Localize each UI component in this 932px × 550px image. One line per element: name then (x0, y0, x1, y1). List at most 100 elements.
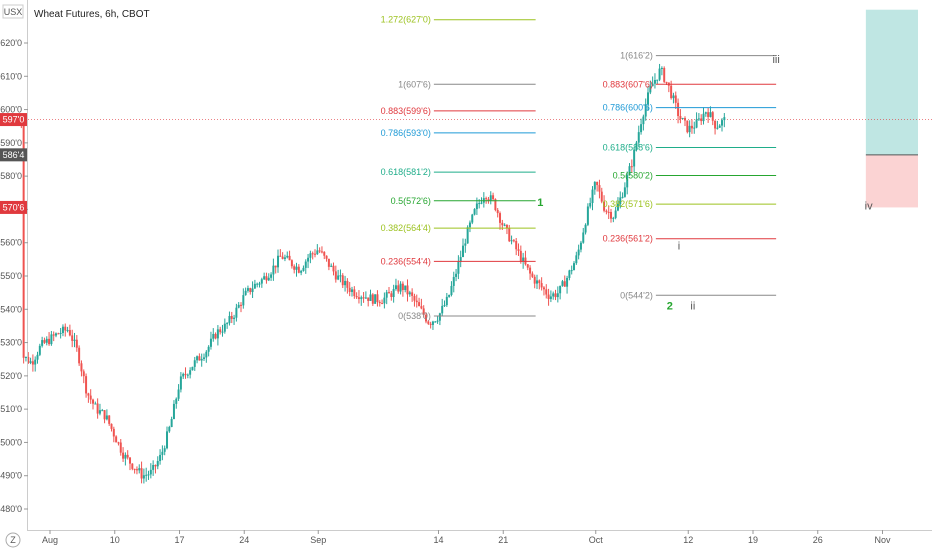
candle (438, 312, 441, 326)
candle (316, 244, 319, 255)
candle (221, 324, 224, 337)
candle-body (281, 256, 284, 259)
price-tags: 597'0 586'4 570'6 (0, 113, 27, 214)
candle-body (522, 257, 525, 262)
candle (658, 63, 661, 82)
candle-body (473, 209, 476, 215)
candle-body (142, 475, 145, 479)
candle (57, 332, 60, 335)
candle-body (711, 112, 714, 121)
y-tick-label: 510'0 (0, 404, 22, 414)
candle-body (556, 293, 559, 298)
candle-body (670, 85, 673, 99)
candle-body (68, 330, 71, 336)
candle-body (702, 113, 705, 122)
candle (314, 249, 317, 258)
y-tick-label: 590'0 (0, 138, 22, 148)
candle-body (429, 323, 432, 325)
candle (503, 223, 506, 227)
scale-button-circle[interactable] (5, 532, 21, 548)
candle (147, 470, 150, 480)
candle (200, 353, 203, 367)
candle-body (101, 410, 104, 412)
position-loss-zone[interactable] (865, 154, 918, 208)
candle (277, 249, 280, 273)
candle (397, 280, 400, 294)
candle (293, 264, 296, 274)
candle-body (177, 389, 180, 399)
candle-body (274, 265, 277, 268)
candle-body (547, 294, 550, 299)
x-tick-label: 10 (110, 535, 120, 545)
candle (517, 243, 520, 256)
candle (244, 287, 247, 296)
candle-body (570, 270, 573, 272)
fib-set-2[interactable]: 1(616'2) 0.883(607'6) 0.786(600'6) 0.618(58… (603, 51, 777, 301)
position-profit-zone[interactable] (865, 9, 918, 155)
fibonacci-levels[interactable]: 1.272(627'0) 1(607'6) 0.883(599'6) 0.786(59… (381, 15, 777, 321)
candle (531, 271, 534, 278)
symbol-title: Wheat Futures, 6h, CBOT (34, 9, 150, 20)
wave-label: i (678, 240, 680, 252)
candle (68, 324, 71, 337)
candle-body (323, 251, 326, 256)
y-tick-label: 530'0 (0, 338, 22, 348)
candle-body (394, 285, 397, 290)
candle (640, 118, 643, 135)
fib-set-1[interactable]: 1.272(627'0) 1(607'6) 0.883(599'6) 0.786(59… (381, 15, 536, 321)
candle (434, 320, 437, 323)
candle-body (647, 92, 650, 105)
candle-body (376, 294, 379, 303)
candle (209, 331, 212, 350)
candle (628, 163, 631, 176)
fib-level-label: 0.786(600'6) (603, 103, 653, 113)
scale-button-label[interactable]: Z (10, 535, 16, 545)
scale-button[interactable]: Z (5, 532, 21, 548)
candle (353, 286, 356, 299)
candle (337, 269, 340, 281)
candle-body (450, 285, 453, 295)
candle (50, 330, 53, 346)
candle (48, 332, 51, 346)
candle (219, 326, 222, 335)
candle-body (390, 293, 393, 298)
candle-body (665, 81, 668, 83)
candle (598, 179, 601, 199)
candle (586, 203, 589, 227)
candle (112, 426, 115, 443)
candle (457, 255, 460, 280)
y-axis[interactable]: 480'0 490'0 500'0 510'0 520'0 530'0 540'0 550'0… (0, 38, 28, 514)
candle (570, 265, 573, 275)
candle-body (503, 224, 506, 226)
candle (325, 255, 328, 262)
position-box[interactable] (28, 9, 932, 208)
candle (394, 278, 397, 291)
candle (230, 311, 233, 324)
candle (605, 209, 608, 215)
candle (591, 186, 594, 211)
candle (364, 291, 367, 299)
candle-body (149, 469, 152, 475)
candle-body (172, 403, 175, 420)
candle (87, 392, 90, 403)
candle (450, 281, 453, 297)
candle (55, 332, 58, 338)
candle-body (679, 116, 682, 119)
candle-body (170, 419, 173, 428)
candle (152, 460, 155, 476)
price-tag: 597'0 (0, 113, 27, 127)
candle (216, 325, 219, 346)
candle (538, 279, 541, 290)
candle-body (316, 250, 319, 255)
candle-body (242, 295, 245, 306)
candle (522, 252, 525, 269)
candle (288, 250, 291, 261)
y-tick-label: 490'0 (0, 471, 22, 481)
candle (616, 197, 619, 212)
candle-body (256, 283, 259, 285)
x-axis[interactable]: Aug 10 17 24 Sep 14 21 Oct 12 19 26 Nov (42, 530, 891, 545)
candle (573, 261, 576, 271)
candle-body (633, 149, 636, 167)
candle (688, 120, 691, 138)
